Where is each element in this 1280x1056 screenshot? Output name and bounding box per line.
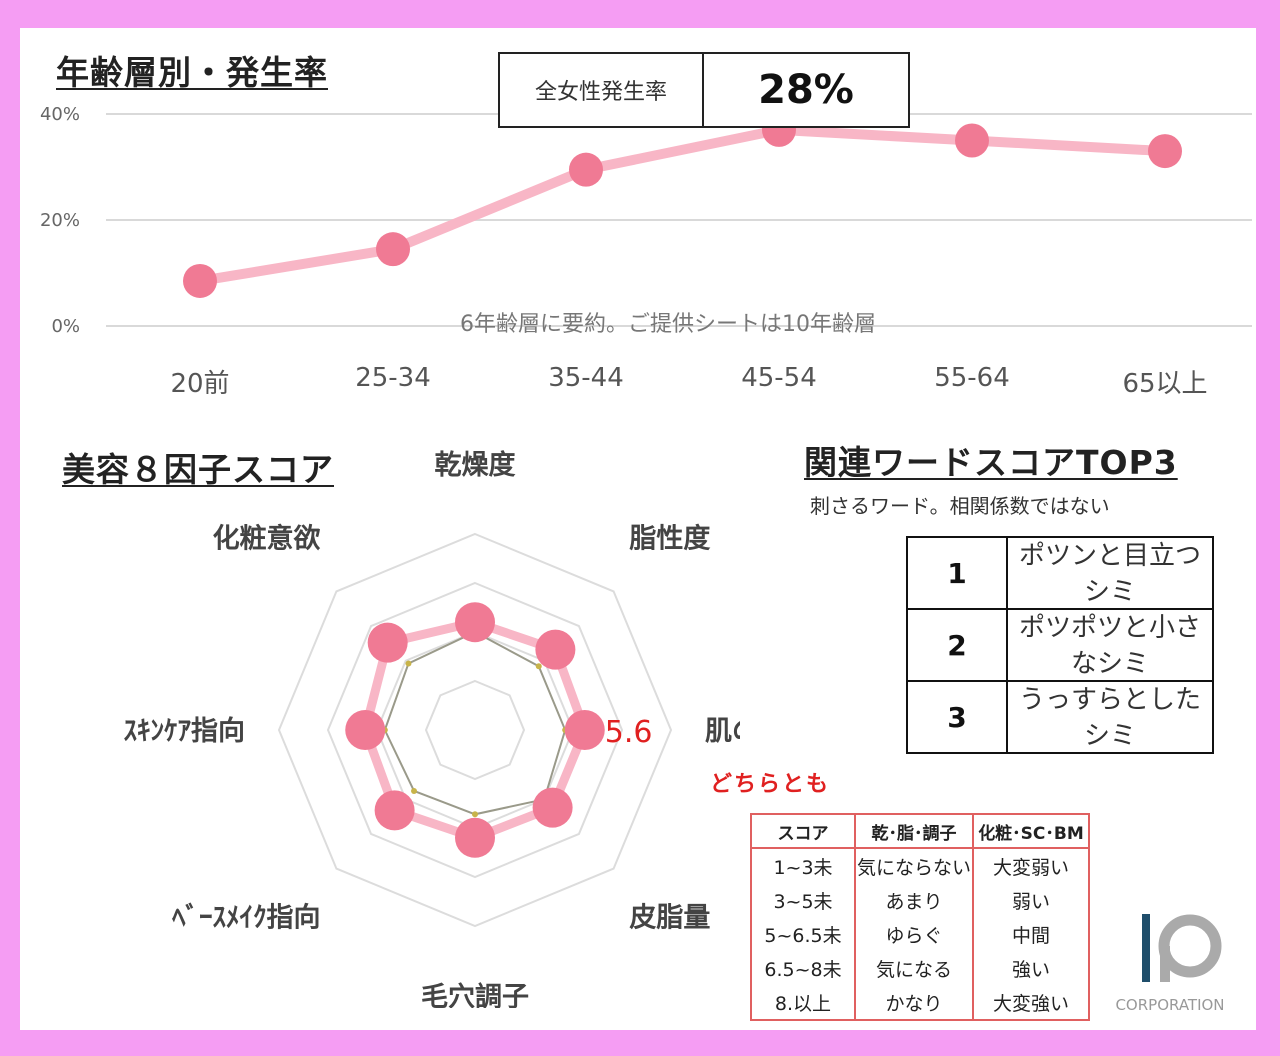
words-subtitle: 刺さるワード。相関係数ではない <box>810 494 1110 518</box>
scale-cell: 弱い <box>972 883 1090 917</box>
radar-point <box>367 622 408 663</box>
overall-rate-label: 全女性発生率 <box>500 54 704 126</box>
scale-cell: ゆらぐ <box>854 917 974 951</box>
data-point <box>569 152 603 187</box>
radar-point-2 <box>411 787 418 794</box>
radar-point <box>374 790 415 831</box>
radar-point <box>455 602 495 643</box>
radar-point-2 <box>472 811 478 818</box>
radar-axis-label: 脂性度 <box>629 523 710 555</box>
data-point <box>376 232 410 267</box>
radar-axis-label: 肌の調子 <box>705 715 740 747</box>
radar-ring <box>277 532 673 928</box>
scale-cell: 5~6.5未 <box>750 917 856 951</box>
radar-point <box>532 787 573 828</box>
radar-axis-label: ｽｷﾝｹｱ指向 <box>124 715 246 747</box>
radar-point <box>345 710 386 750</box>
word-rank: 3 <box>906 680 1008 754</box>
word-row: 1 ポツンと目立つシミ <box>906 536 1214 610</box>
scale-cell: 3~5未 <box>750 883 856 917</box>
word-text: ポツポツと小さなシミ <box>1018 613 1201 679</box>
data-point <box>955 123 989 158</box>
word-text: うっすらとしたシミ <box>1018 685 1201 751</box>
scale-cell: 強い <box>972 951 1090 985</box>
y-tick-label: 0% <box>51 316 80 337</box>
age-incidence-line-chart: 0% 20% 40% 6年齢層に要約。ご提供シートは10年齢層 20前 25-34 35-4… <box>40 104 1252 399</box>
scale-cell: 6.5~8未 <box>750 951 856 985</box>
word-cell: ポツポツと小さなシミ <box>1006 608 1214 682</box>
score-scale-table: スコア 乾･脂･調子 化粧･SC･BM 1~3未 気にならない 大変弱い 3~5未 あま… <box>750 813 1090 1021</box>
x-tick-label: 65以上 <box>1122 369 1207 399</box>
scale-row: 6.5~8未 気になる 強い <box>750 951 1090 985</box>
word-cell: ポツンと目立つシミ <box>1006 536 1214 610</box>
radar-axis-label: 毛穴調子 <box>421 981 529 1008</box>
line-section-title: 年齢層別・発生率 <box>56 53 328 92</box>
word-row: 2 ポツポツと小さなシミ <box>906 608 1214 682</box>
radar-point-2 <box>535 663 542 670</box>
radar-point <box>535 629 576 670</box>
overall-rate-value: 28% <box>758 67 854 113</box>
scale-row: 8.以上 かなり 大変強い <box>750 985 1090 1021</box>
radar-axis-label: 乾燥度 <box>435 449 516 481</box>
radar-point <box>455 817 495 858</box>
radar-value-label: 5.6 <box>605 715 653 750</box>
radar-section-title: 美容８因子スコア <box>62 450 334 489</box>
neutral-note: どちらとも <box>710 772 831 797</box>
scale-cell: あまり <box>854 883 974 917</box>
scale-row: 1~3未 気にならない 大変弱い <box>750 848 1090 883</box>
word-rank: 1 <box>906 536 1008 610</box>
scale-cell: 1~3未 <box>750 848 856 883</box>
scale-header: 化粧･SC･BM <box>972 813 1090 849</box>
radar-ring <box>424 679 526 781</box>
data-point <box>1148 134 1182 169</box>
x-tick-label: 20前 <box>170 369 229 399</box>
x-tick-label: 35-44 <box>548 363 624 393</box>
company-logo: CORPORATION <box>1115 914 1225 1014</box>
word-rank: 2 <box>906 608 1008 682</box>
scale-row: 5~6.5未 ゆらぐ 中間 <box>750 917 1090 951</box>
scale-row: 3~5未 あまり 弱い <box>750 883 1090 917</box>
x-tick-label: 55-64 <box>934 363 1010 393</box>
x-tick-label: 45-54 <box>741 363 817 393</box>
data-point <box>183 263 217 298</box>
series-line <box>199 124 1166 286</box>
words-section-title: 関連ワードスコアTOP3 <box>804 443 1178 482</box>
y-tick-label: 40% <box>40 104 80 125</box>
scale-cell: 気になる <box>854 951 974 985</box>
scale-cell: かなり <box>854 985 974 1021</box>
x-tick-label: 25-34 <box>355 363 431 393</box>
scale-cell: 気にならない <box>854 848 974 883</box>
line-chart-note: 6年齢層に要約。ご提供シートは10年齢層 <box>460 312 876 337</box>
radar-axis-label: ﾍﾞｰｽﾒｲｸ指向 <box>171 901 321 933</box>
beauty-factor-radar-chart: 5.6 乾燥度脂性度肌の調子皮脂量毛穴調子 ﾍﾞｰｽﾒｲｸ指向 ｽｷﾝｹｱ指向 化粧意欲 <box>124 449 741 1008</box>
scale-cell: 大変強い <box>972 985 1090 1021</box>
scale-header: スコア <box>750 813 856 849</box>
word-cell: うっすらとしたシミ <box>1006 680 1214 754</box>
radar-axis-label: 化粧意欲 <box>213 523 321 555</box>
scale-cell: 中間 <box>972 917 1090 951</box>
scale-cell: 大変弱い <box>972 848 1090 883</box>
radar-ring <box>326 581 624 879</box>
word-text: ポツンと目立つシミ <box>1018 541 1201 607</box>
y-tick-label: 20% <box>40 210 80 231</box>
radar-point <box>564 710 605 750</box>
radar-axis-label: 皮脂量 <box>629 902 710 933</box>
scale-cell: 8.以上 <box>750 985 856 1021</box>
report-panel: 年齢層別・発生率 0% 20% 40% 6年齢層に要約。ご提供シートは10年齢層 20前… <box>20 28 1256 1030</box>
related-words-table: 1 ポツンと目立つシミ 2 ポツポツと小さなシミ 3 うっすらとしたシミ <box>906 536 1214 754</box>
logo-text: CORPORATION <box>1115 996 1224 1014</box>
word-row: 3 うっすらとしたシミ <box>906 680 1214 754</box>
scale-header: 乾･脂･調子 <box>854 813 974 849</box>
overall-rate-box: 全女性発生率 28% <box>498 52 910 128</box>
radar-point-2 <box>405 660 412 667</box>
